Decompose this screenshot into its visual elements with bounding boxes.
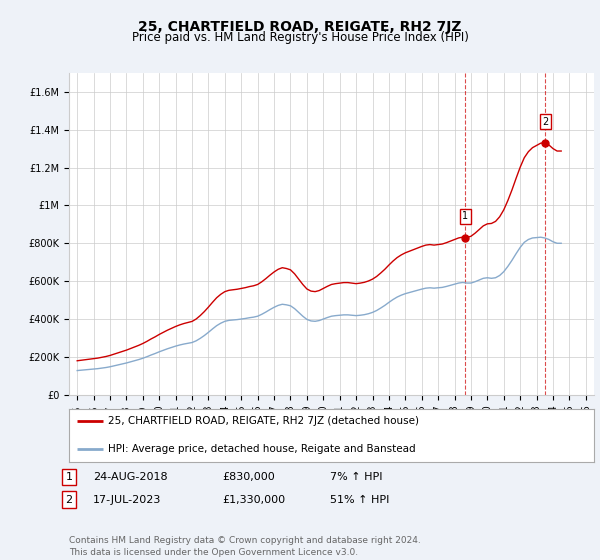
Text: £830,000: £830,000 xyxy=(222,472,275,482)
Text: 17-JUL-2023: 17-JUL-2023 xyxy=(93,494,161,505)
Text: Contains HM Land Registry data © Crown copyright and database right 2024.
This d: Contains HM Land Registry data © Crown c… xyxy=(69,536,421,557)
Text: Price paid vs. HM Land Registry's House Price Index (HPI): Price paid vs. HM Land Registry's House … xyxy=(131,31,469,44)
Text: 51% ↑ HPI: 51% ↑ HPI xyxy=(330,494,389,505)
Text: 2: 2 xyxy=(542,117,548,127)
Text: £1,330,000: £1,330,000 xyxy=(222,494,285,505)
Text: 1: 1 xyxy=(462,212,468,222)
Text: 7% ↑ HPI: 7% ↑ HPI xyxy=(330,472,383,482)
Text: 25, CHARTFIELD ROAD, REIGATE, RH2 7JZ (detached house): 25, CHARTFIELD ROAD, REIGATE, RH2 7JZ (d… xyxy=(109,416,419,426)
Text: 24-AUG-2018: 24-AUG-2018 xyxy=(93,472,167,482)
Text: 2: 2 xyxy=(65,494,73,505)
Text: 25, CHARTFIELD ROAD, REIGATE, RH2 7JZ: 25, CHARTFIELD ROAD, REIGATE, RH2 7JZ xyxy=(138,20,462,34)
Text: 1: 1 xyxy=(65,472,73,482)
Text: HPI: Average price, detached house, Reigate and Banstead: HPI: Average price, detached house, Reig… xyxy=(109,444,416,454)
